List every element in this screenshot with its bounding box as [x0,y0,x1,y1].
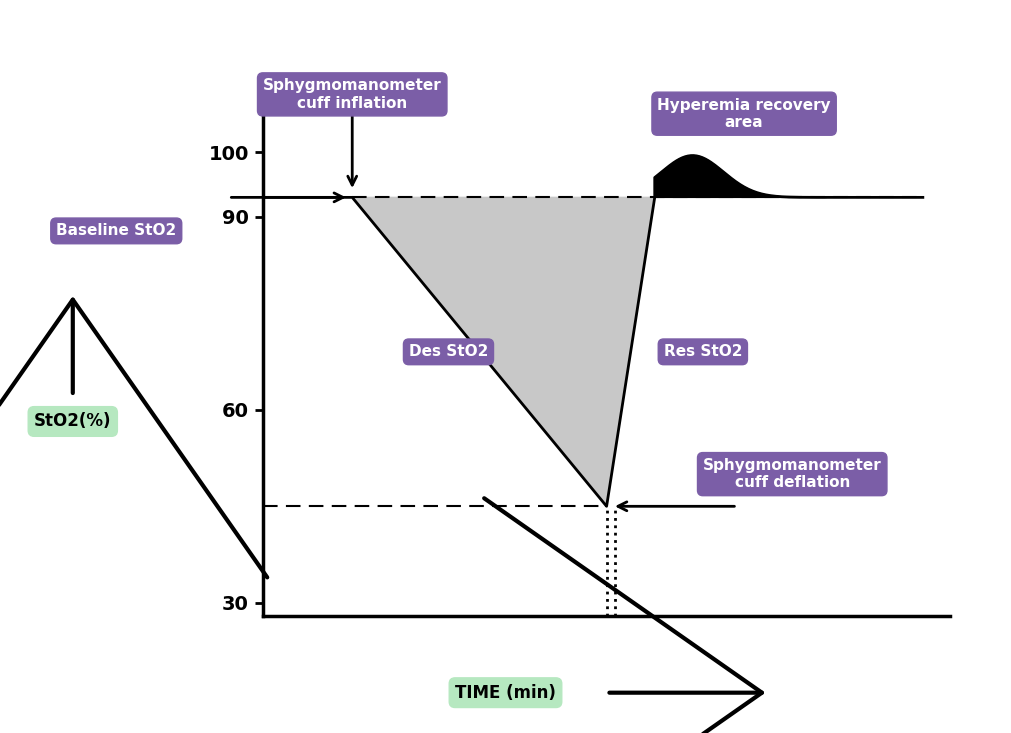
Polygon shape [655,155,827,197]
Text: Sphygmomanometer
cuff deflation: Sphygmomanometer cuff deflation [703,458,882,490]
Text: StO2(%): StO2(%) [34,413,111,430]
Text: TIME (min): TIME (min) [455,684,556,701]
Polygon shape [352,197,655,507]
Text: Sphygmomanometer
cuff inflation: Sphygmomanometer cuff inflation [263,78,442,111]
Text: Res StO2: Res StO2 [663,345,742,359]
Text: Hyperemia recovery
area: Hyperemia recovery area [657,97,831,130]
Text: Des StO2: Des StO2 [408,345,488,359]
Text: Baseline StO2: Baseline StO2 [57,224,176,238]
